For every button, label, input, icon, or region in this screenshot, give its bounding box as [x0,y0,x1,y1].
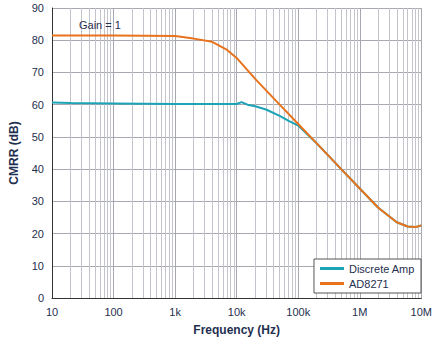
svg-text:1M: 1M [352,306,367,318]
svg-text:0: 0 [38,292,44,304]
svg-text:Frequency (Hz): Frequency (Hz) [193,323,280,337]
svg-text:100k: 100k [286,306,310,318]
svg-text:Gain = 1: Gain = 1 [79,19,121,31]
svg-text:Discrete Amp: Discrete Amp [349,263,414,275]
svg-text:CMRR (dB): CMRR (dB) [7,121,21,184]
svg-text:10: 10 [32,260,44,272]
svg-text:50: 50 [32,131,44,143]
svg-text:40: 40 [32,163,44,175]
svg-text:1k: 1k [169,306,181,318]
svg-text:30: 30 [32,195,44,207]
svg-text:20: 20 [32,228,44,240]
svg-text:60: 60 [32,99,44,111]
svg-text:70: 70 [32,66,44,78]
svg-text:AD8271: AD8271 [349,278,389,290]
svg-text:10k: 10k [228,306,246,318]
svg-text:100: 100 [104,306,122,318]
svg-text:90: 90 [32,2,44,14]
svg-text:80: 80 [32,34,44,46]
svg-text:10: 10 [46,306,58,318]
svg-text:10M: 10M [411,306,432,318]
